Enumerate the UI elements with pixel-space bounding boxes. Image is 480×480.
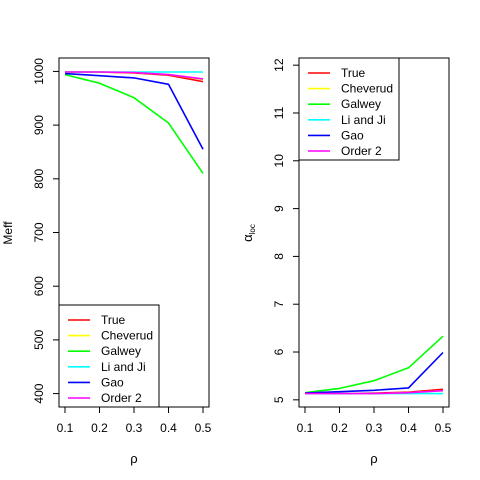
y-tick-label: 800: [32, 168, 46, 188]
legend-box: [298, 57, 400, 161]
legend-label: Galwey: [341, 97, 381, 111]
y-tick-label: 8: [272, 253, 286, 260]
y-tick-label: 7: [272, 301, 286, 308]
legend-label: Order 2: [341, 144, 382, 158]
series-line-gao: [304, 351, 444, 394]
legend-label: Galwey: [101, 344, 141, 358]
series-lines: [64, 71, 204, 174]
x-axis-title: ρ: [370, 451, 377, 466]
legend-label: Cheverud: [341, 82, 393, 96]
series-line-order-2: [65, 71, 204, 80]
series-line-gao: [64, 72, 204, 150]
x-tick-label: 0.3: [126, 421, 143, 435]
y-tick-label: 700: [32, 222, 46, 242]
legend-label: True: [341, 66, 366, 80]
x-tick-label: 0.3: [366, 421, 383, 435]
x-tick-label: 0.2: [331, 421, 348, 435]
y-axis-title: Meff: [1, 221, 15, 245]
chart-panel-meff: 0.1 0.2 0.3 0.4 0.5 400 500 600 700 800 900 1000 ρ Me…: [1, 57, 212, 466]
y-tick-label: 1000: [32, 58, 46, 85]
series-line-galwey: [304, 335, 444, 394]
y-axis-title-main: α: [240, 234, 255, 242]
y-axis: 5 6 7 8 9 10 11 12: [272, 58, 299, 403]
series-line-galwey: [64, 73, 204, 174]
y-tick-label: 12: [272, 58, 286, 72]
legend-label: Li and Ji: [101, 360, 146, 374]
x-tick-label: 0.5: [435, 421, 452, 435]
y-tick-label: 10: [272, 154, 286, 168]
legend-box: [58, 304, 160, 408]
x-axis: 0.1 0.2 0.3 0.4 0.5: [297, 407, 452, 435]
legend-label: Order 2: [101, 391, 142, 405]
legend-label: True: [101, 313, 126, 327]
y-axis-title-subscript: loc: [248, 224, 257, 234]
y-tick-label: 5: [272, 396, 286, 403]
x-tick-label: 0.4: [160, 421, 177, 435]
x-tick-label: 0.1: [297, 421, 314, 435]
x-tick-label: 0.1: [57, 421, 74, 435]
series-line-order-2: [305, 389, 444, 395]
x-axis: 0.1 0.2 0.3 0.4 0.5: [57, 407, 212, 435]
y-tick-label: 6: [272, 348, 286, 355]
x-tick-label: 0.2: [91, 421, 108, 435]
chart-panel-alpha-loc: 0.1 0.2 0.3 0.4 0.5 5 6 7 8 9 10 11 12 ρ αloc True Cheve…: [240, 57, 452, 466]
y-tick-label: 400: [32, 383, 46, 403]
legend-label: Gao: [341, 128, 364, 142]
y-tick-label: 600: [32, 276, 46, 296]
y-axis: 400 500 600 700 800 900 1000: [32, 58, 59, 404]
y-tick-label: 11: [272, 106, 286, 119]
legend-label: Gao: [101, 375, 124, 389]
x-tick-label: 0.5: [195, 421, 212, 435]
y-tick-label: 9: [272, 205, 286, 212]
y-tick-label: 500: [32, 330, 46, 350]
x-axis-title: ρ: [130, 451, 137, 466]
y-tick-label: 900: [32, 115, 46, 135]
y-axis-title: αloc: [240, 224, 257, 242]
legend-label: Li and Ji: [341, 113, 386, 127]
series-lines: [304, 335, 444, 395]
x-tick-label: 0.4: [400, 421, 417, 435]
legend-label: Cheverud: [101, 329, 153, 343]
